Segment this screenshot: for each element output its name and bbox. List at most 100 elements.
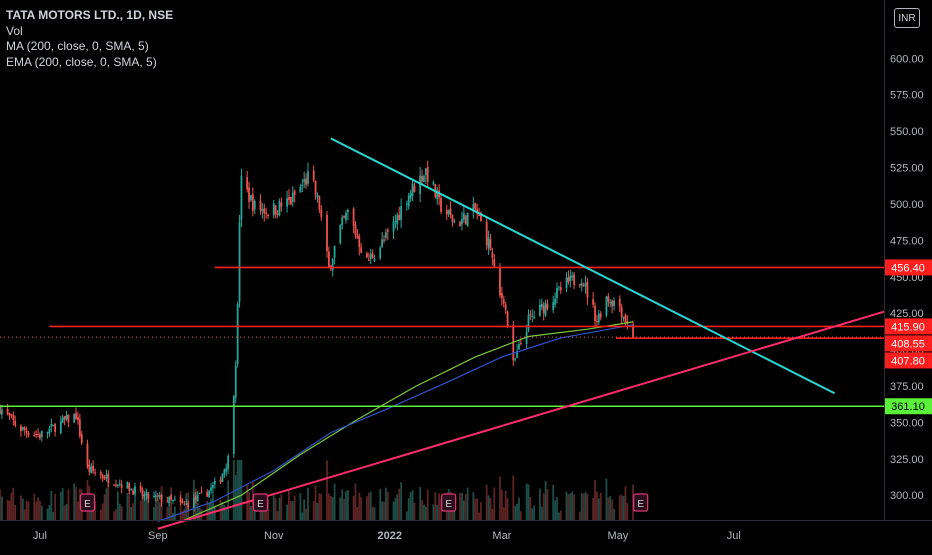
symbol-title[interactable]: TATA MOTORS LTD., 1D, NSE [6, 8, 174, 22]
volume-bar [519, 511, 522, 520]
volume-bar [432, 504, 435, 520]
earnings-marker[interactable]: E [633, 493, 649, 512]
candle-body [14, 420, 17, 426]
legend-volume[interactable]: Vol [6, 23, 23, 38]
candle-body [90, 466, 93, 473]
candle-body [240, 176, 243, 221]
candle-body [423, 176, 425, 183]
volume-bar [261, 505, 264, 520]
candle-body [120, 484, 123, 488]
volume-bar [126, 492, 129, 520]
candle-body [597, 313, 600, 323]
candle-body [620, 306, 623, 317]
drawings[interactable] [0, 137, 885, 530]
legend: TATA MOTORS LTD., 1D, NSE Vol MA (200, c… [6, 8, 173, 70]
volume-bar [423, 504, 425, 520]
candle-body [352, 208, 355, 226]
candle-body [459, 221, 461, 227]
candle-body [293, 191, 296, 196]
candle-body [166, 501, 169, 503]
volume-bar [307, 487, 309, 520]
candle-body [307, 171, 309, 184]
volume-bar [33, 493, 36, 520]
candle-body [565, 277, 568, 289]
volume-bar [314, 485, 317, 520]
volume-bar [394, 498, 397, 520]
candle-body [172, 500, 174, 502]
volume-bar [289, 501, 292, 520]
x-tick-label: Sep [148, 530, 168, 542]
candle-body [318, 196, 321, 210]
candle-body [613, 300, 615, 307]
candle-body [596, 321, 598, 323]
volume-bar [238, 460, 241, 520]
volume-bar [10, 492, 13, 520]
volume-bar [293, 495, 296, 520]
volume-bar [40, 505, 43, 520]
candle-body [499, 267, 501, 296]
currency-badge[interactable]: INR [894, 8, 920, 28]
ascending-trendline[interactable] [157, 310, 885, 530]
volume-bar [168, 504, 171, 520]
candle-body [516, 350, 518, 358]
candle-body [451, 214, 454, 222]
volume-bar [554, 500, 557, 520]
earnings-marker[interactable]: E [441, 493, 457, 512]
volume-bar [52, 512, 55, 520]
volume-bar [181, 510, 184, 520]
volume-bar [424, 506, 427, 520]
candle-body [531, 315, 534, 317]
volume-bar [39, 500, 41, 520]
candle-body [210, 487, 212, 491]
volume-bar [409, 492, 412, 520]
volume-bar [343, 498, 345, 520]
candle-body [421, 176, 423, 182]
candle-body [128, 483, 131, 491]
earnings-marker[interactable]: E [252, 493, 269, 512]
volume-bar [567, 494, 570, 520]
candle-body [346, 209, 349, 213]
candle-body [225, 468, 228, 472]
y-tick-label: 300.00 [890, 490, 924, 502]
candle-body [489, 239, 492, 251]
volume-bar [480, 502, 482, 520]
candle-body [139, 485, 142, 490]
legend-ema[interactable]: EMA (200, close, 0, SMA, 5) [6, 54, 157, 69]
candle-body [519, 342, 522, 344]
volume-bar [280, 494, 283, 520]
candle-body [386, 229, 389, 232]
candle-body [440, 197, 442, 212]
earnings-marker[interactable]: E [79, 493, 96, 512]
volume-bar [542, 493, 545, 520]
candle-body [341, 217, 344, 225]
volume-bar [115, 509, 117, 520]
volume-bar [552, 485, 555, 520]
volume-bar [487, 495, 490, 520]
volume-bar [20, 495, 22, 520]
candle-body [183, 503, 186, 505]
volume-bar [466, 487, 469, 520]
volume-bar [489, 498, 492, 520]
candle-body [314, 180, 317, 195]
legend-ma[interactable]: MA (200, close, 0, SMA, 5) [6, 39, 149, 53]
volume-bar [116, 491, 119, 520]
candle-body [63, 416, 66, 420]
volume-bar [502, 507, 505, 520]
y-tick-label: 375.00 [890, 381, 924, 393]
candle-body [556, 287, 558, 299]
volume-bar [356, 507, 359, 520]
candle-body [305, 178, 307, 185]
candle-body [326, 214, 328, 252]
volume-bar [605, 478, 608, 520]
volume-bar [35, 501, 38, 520]
volume-bar [8, 500, 11, 520]
candle-body [54, 424, 57, 433]
volume-bar [173, 506, 176, 520]
candle-body [145, 492, 148, 496]
candle-body [132, 490, 134, 495]
volume-bar [531, 508, 534, 520]
candle-body [554, 298, 557, 305]
